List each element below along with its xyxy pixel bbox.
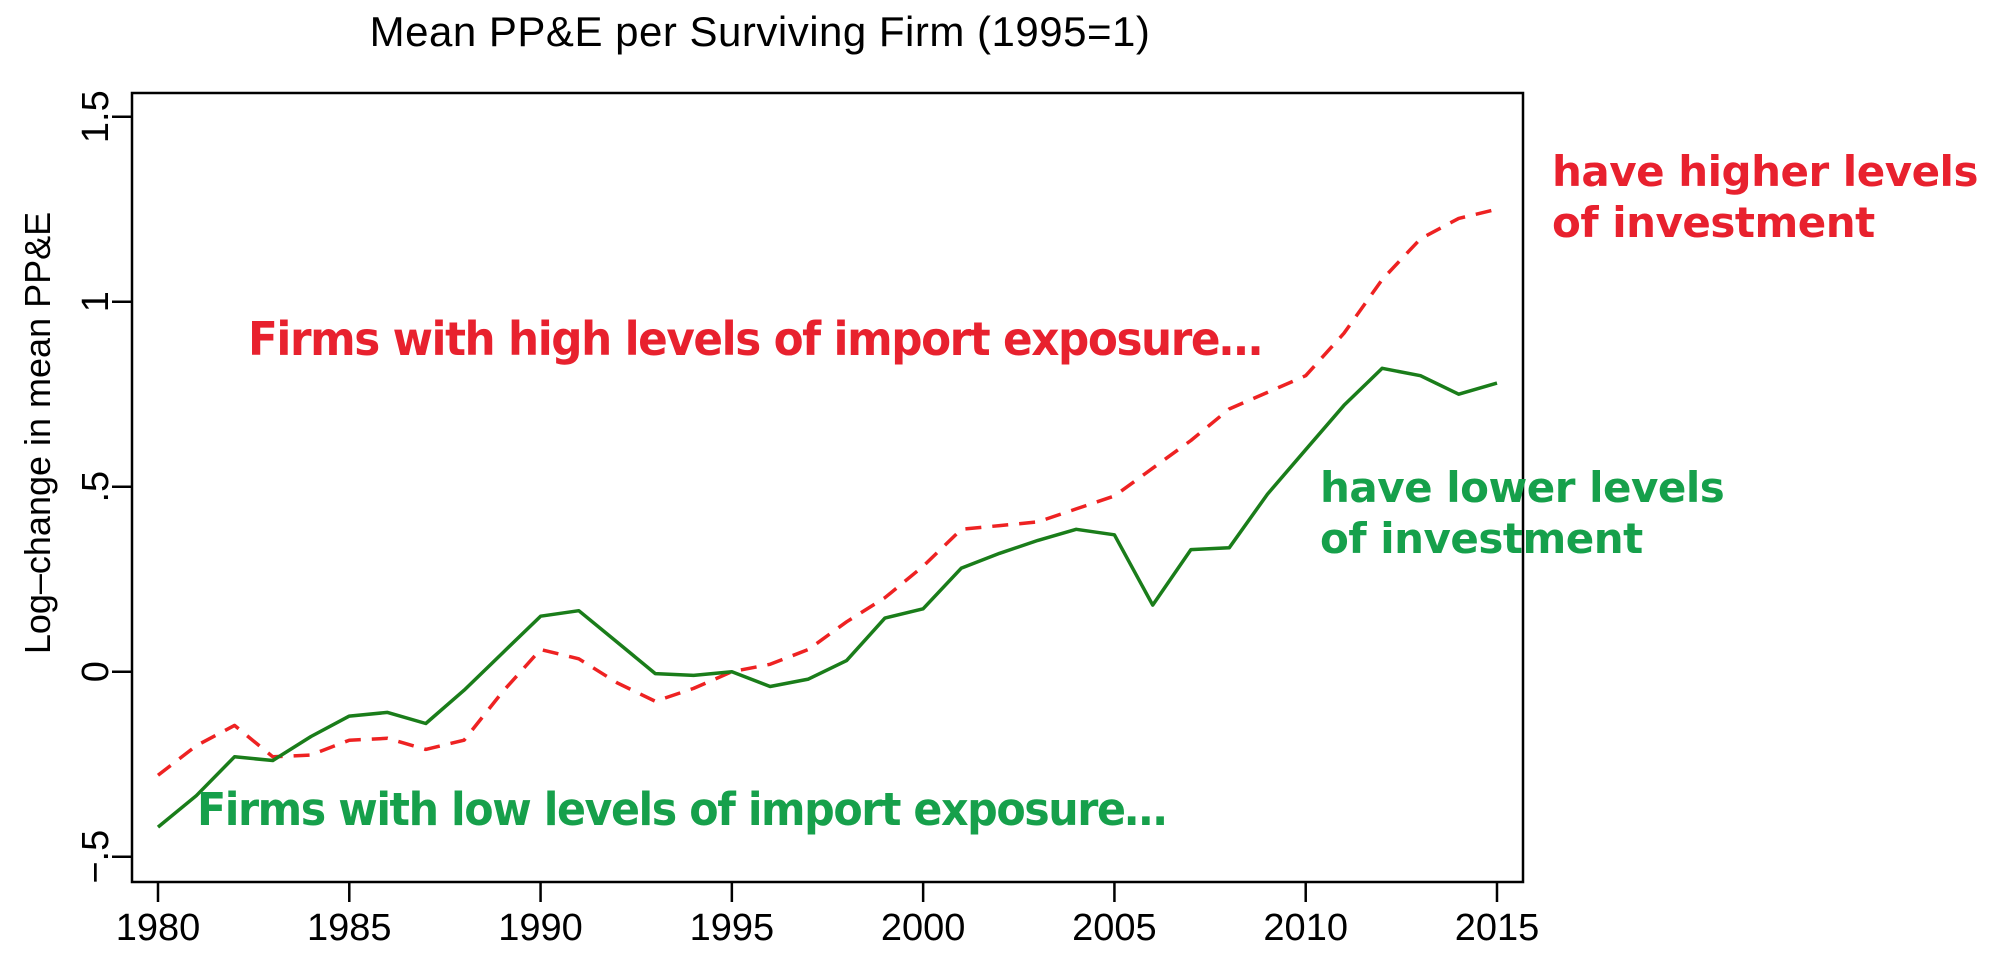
x-tick-label: 1995	[690, 907, 775, 949]
y-tick-label: 1.5	[75, 90, 117, 143]
annotation-high-exposure: Firms with high levels of import exposur…	[248, 312, 1263, 366]
x-tick-label: 2005	[1072, 907, 1157, 949]
x-tick-label: 1985	[307, 907, 392, 949]
y-tick-label: −.5	[75, 830, 117, 884]
x-tick-label: 2015	[1455, 907, 1540, 949]
x-tick-label: 1980	[116, 907, 201, 949]
x-tick-label: 1990	[498, 907, 583, 949]
x-tick-label: 2010	[1263, 907, 1348, 949]
y-tick-label: 0	[75, 661, 117, 682]
series-line-low-exposure	[156, 366, 1498, 829]
chart-title: Mean PP&E per Surviving Firm (1995=1)	[369, 8, 1151, 55]
plot-box	[130, 91, 1525, 884]
x-tick-label: 2000	[881, 907, 966, 949]
y-tick-label: .5	[75, 471, 117, 503]
y-tick-label: 1	[75, 291, 117, 312]
annotation-low-exposure: Firms with low levels of import exposure…	[197, 783, 1167, 836]
annotation-lower-investment: have lower levels of investment	[1320, 463, 1725, 564]
series-line-high-exposure	[156, 207, 1498, 777]
annotation-higher-investment: have higher levels of investment	[1552, 147, 1978, 248]
y-axis-label: Log–change in mean PP&E	[17, 211, 58, 655]
